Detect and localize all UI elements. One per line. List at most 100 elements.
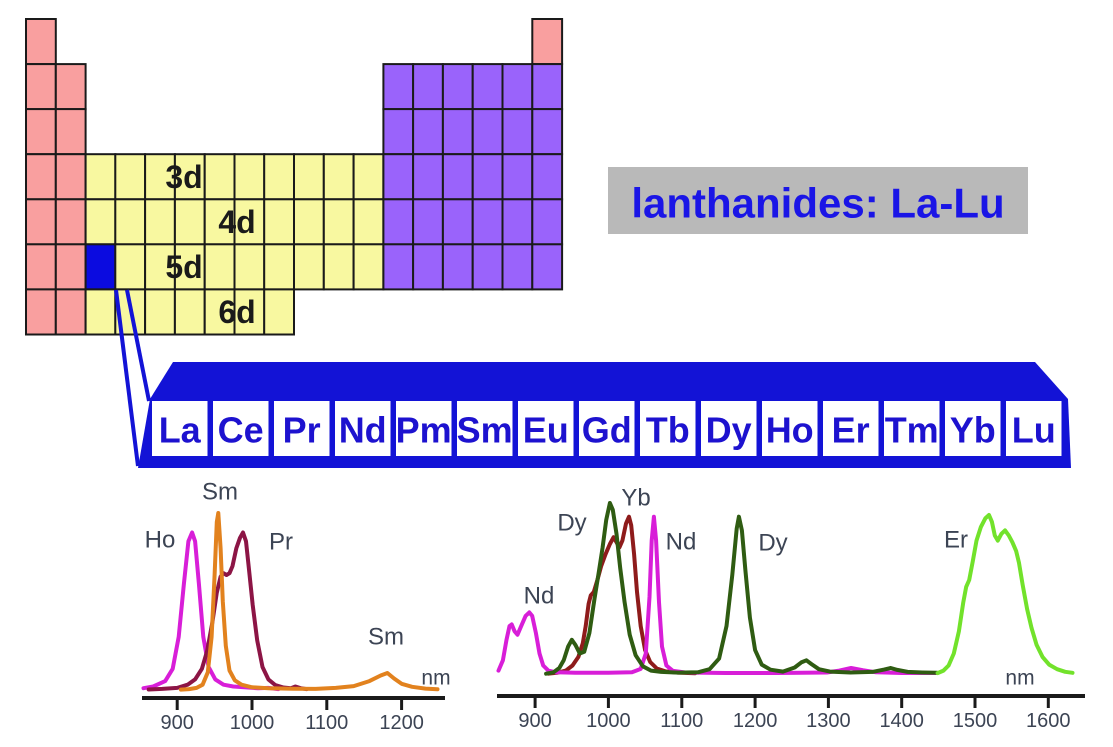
element-cell [518, 401, 574, 456]
spectrum-curve-Nd [496, 514, 939, 675]
periodic-cell [471, 243, 504, 291]
x-axis-tick-label: 1600 [1026, 710, 1071, 732]
spectrum-right: 900 1000 1100 1200 1300 1400 1500 1600 Nd Dy Yb Nd D… [496, 485, 1085, 732]
periodic-cell [54, 153, 87, 201]
periodic-cell [531, 198, 564, 246]
element-cell [396, 401, 452, 456]
periodic-cell [84, 243, 117, 291]
curve-label: Nd [666, 529, 697, 556]
curve-label: Pr [269, 529, 293, 556]
x-axis-tick-label: 1100 [660, 710, 703, 732]
periodic-cell [233, 198, 266, 246]
element-cell [274, 401, 330, 456]
lanthanide-cells: La Ce Pr Nd Pm Sm Eu Gd Tb Dy Ho Er Tm Yb Lu [152, 401, 1062, 456]
element-cell [579, 401, 635, 456]
periodic-cell [412, 108, 444, 156]
periodic-cell [501, 63, 534, 111]
x-axis-tick-label: 1200 [379, 712, 424, 734]
curve-label: Dy [758, 530, 787, 557]
periodic-cell [382, 243, 415, 291]
periodic-cell [382, 198, 415, 246]
periodic-cell [441, 63, 474, 111]
periodic-cell [233, 243, 266, 291]
curve-label: Ho [145, 527, 176, 554]
periodic-cell [54, 243, 87, 291]
element-symbol: Yb [950, 410, 996, 451]
periodic-cell [173, 243, 206, 291]
x-axis-tick-label: 1400 [879, 710, 924, 732]
periodic-cell [441, 108, 474, 156]
x-axis-tick-label: 1000 [230, 712, 275, 734]
bar-top-face [150, 362, 1068, 399]
element-symbol: Nd [339, 410, 387, 451]
periodic-cell [501, 198, 534, 246]
periodic-cell [501, 108, 534, 156]
x-axis-tick-label: 1300 [806, 710, 851, 732]
periodic-cell [25, 63, 57, 111]
curve-label: Yb [621, 485, 650, 512]
periodic-cell [25, 198, 57, 246]
periodic-cell [531, 18, 564, 66]
periodic-cell [84, 288, 117, 336]
periodic-cell [173, 288, 206, 336]
periodic-cell [322, 198, 355, 246]
periodic-cell [382, 153, 415, 201]
periodic-cell [144, 198, 176, 246]
periodic-cell [144, 243, 176, 291]
lanthanides-title: lanthanides: La-Lu [631, 180, 1004, 227]
x-axis-tick-label: 900 [518, 710, 551, 732]
periodic-cell [441, 198, 474, 246]
connector-line-right [125, 289, 151, 402]
periodic-cell [412, 153, 444, 201]
periodic-table [25, 18, 564, 336]
element-symbol: Pr [283, 410, 321, 451]
periodic-cell [25, 288, 57, 336]
element-cell [1006, 401, 1062, 456]
element-symbol: La [159, 410, 202, 451]
periodic-cell [531, 243, 564, 291]
periodic-cell [531, 63, 564, 111]
periodic-cell [203, 153, 236, 201]
periodic-cell [25, 153, 57, 201]
periodic-cell [114, 153, 147, 201]
periodic-cell [412, 243, 444, 291]
element-symbol: Ho [766, 410, 814, 451]
periodic-cell [471, 63, 504, 111]
periodic-cell [263, 153, 296, 201]
d-block-labels: 3d 4d 5d 6d [165, 159, 255, 330]
element-cell [213, 401, 269, 456]
element-cell [823, 401, 879, 456]
x-axis-tick-label: 900 [161, 712, 194, 734]
spectrum-curve-Sm [178, 511, 440, 692]
spectrum-curve-Er [935, 513, 1075, 676]
periodic-cell [84, 153, 117, 201]
curve-label: Sm [202, 479, 238, 506]
connector-lines [114, 289, 151, 467]
element-cell [335, 401, 391, 456]
curve-label: Sm [368, 624, 404, 651]
x-axis-tick-label: 1000 [586, 710, 631, 732]
periodic-cell [233, 153, 266, 201]
element-symbol: Sm [457, 410, 513, 451]
element-symbol: Tb [646, 410, 690, 451]
element-symbol: Eu [523, 410, 569, 451]
periodic-cell [203, 288, 236, 336]
periodic-cell [501, 243, 534, 291]
periodic-cell [25, 243, 57, 291]
element-cell [945, 401, 1001, 456]
periodic-cell [54, 108, 87, 156]
element-symbol: Tm [885, 410, 939, 451]
d-block-label: 3d [165, 159, 202, 195]
element-symbol: Dy [706, 410, 752, 451]
periodic-cell [352, 198, 385, 246]
periodic-cell [352, 243, 385, 291]
element-symbol: Ce [218, 410, 264, 451]
periodic-cell [322, 243, 355, 291]
periodic-cell [471, 198, 504, 246]
periodic-cell [412, 198, 444, 246]
periodic-cell [412, 63, 444, 111]
lanthanides-title-group: lanthanides: La-Lu [608, 167, 1028, 234]
periodic-cell [352, 153, 385, 201]
